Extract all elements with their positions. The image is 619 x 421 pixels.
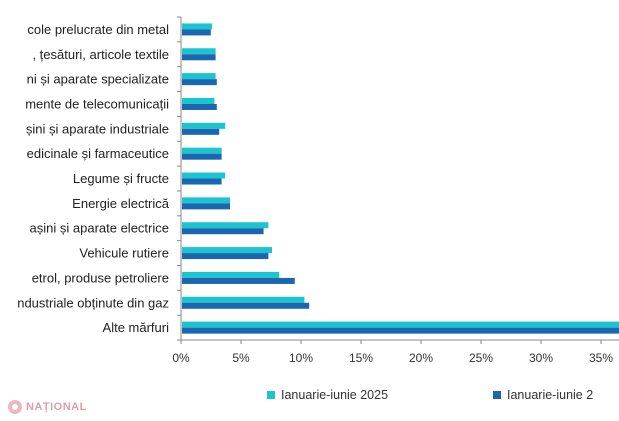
- x-tick-label: 35%: [589, 351, 613, 365]
- category-labels: cole prelucrate din metal , țesături, art…: [17, 22, 170, 335]
- bar-series-2: [182, 253, 269, 260]
- bar-series-1: [182, 147, 222, 154]
- bar-series-1: [182, 172, 226, 179]
- publisher-logo: NAȚIONAL: [8, 400, 87, 414]
- category-label: Energie electrică: [72, 196, 170, 211]
- bar-series-1: [182, 222, 269, 229]
- bar-series-2: [182, 79, 217, 86]
- category-label: Legume și fructe: [73, 171, 169, 186]
- category-label: cole prelucrate din metal: [27, 22, 169, 37]
- category-label: Vehicule rutiere: [79, 246, 169, 261]
- legend-swatch-series-1: [267, 391, 275, 399]
- category-label: ndustriale obținute din gaz: [17, 295, 169, 310]
- bar-series-2: [182, 103, 217, 110]
- bar-series-2: [182, 29, 211, 36]
- category-label: mente de telecomunicații: [25, 96, 169, 111]
- bar-series-2: [182, 203, 230, 210]
- category-label: Alte mărfuri: [103, 320, 170, 335]
- bar-series-1: [182, 23, 212, 30]
- bar-series-2: [182, 153, 222, 160]
- x-tick-label: 10%: [289, 351, 313, 365]
- category-label: edicinale și farmaceutice: [27, 146, 169, 161]
- bar-series-2: [182, 277, 295, 284]
- x-tick-label: 0%: [172, 351, 190, 365]
- legend: Ianuarie-iunie 2025 Ianuarie-iunie 2: [0, 388, 619, 408]
- bar-series-2: [182, 302, 310, 309]
- bar-series-1: [182, 321, 619, 328]
- x-tick-label: 15%: [349, 351, 373, 365]
- category-label: etrol, produse petroliere: [32, 270, 169, 285]
- legend-swatch-series-2: [493, 391, 501, 399]
- category-label: , țesături, articole textile: [32, 47, 169, 62]
- legend-label-series-2: Ianuarie-iunie 2: [507, 388, 594, 402]
- bar-series-1: [182, 271, 280, 278]
- bar-series-1: [182, 197, 230, 204]
- x-axis-ticks: 0% 5% 10% 15% 20% 25% 30% 35%: [172, 16, 613, 365]
- category-label: așini și aparate electrice: [30, 221, 169, 236]
- bar-series-2: [182, 178, 222, 185]
- x-tick-label: 25%: [469, 351, 493, 365]
- bar-series-2: [182, 327, 619, 334]
- bar-series-1: [182, 122, 226, 129]
- bar-series-2: [182, 128, 220, 135]
- logo-text: NAȚIONAL: [26, 401, 87, 413]
- bar-series-1: [182, 247, 272, 254]
- bar-series-2: [182, 54, 216, 61]
- legend-item-series-2: Ianuarie-iunie 2: [493, 388, 593, 402]
- bar-series-2: [182, 228, 264, 235]
- bar-series-1: [182, 296, 305, 303]
- legend-item-series-1: Ianuarie-iunie 2025: [267, 388, 388, 402]
- bar-series-1: [182, 73, 216, 80]
- bar-series-1: [182, 97, 215, 104]
- bar-series-1: [182, 48, 216, 55]
- bars: [182, 23, 619, 334]
- category-label: șini și aparate industriale: [26, 121, 169, 136]
- category-label: ni și aparate specializate: [27, 72, 169, 87]
- legend-label-series-1: Ianuarie-iunie 2025: [281, 388, 389, 402]
- logo-mark-icon: [8, 400, 22, 414]
- x-tick-label: 5%: [232, 351, 250, 365]
- x-tick-label: 20%: [409, 351, 433, 365]
- x-tick-label: 30%: [529, 351, 553, 365]
